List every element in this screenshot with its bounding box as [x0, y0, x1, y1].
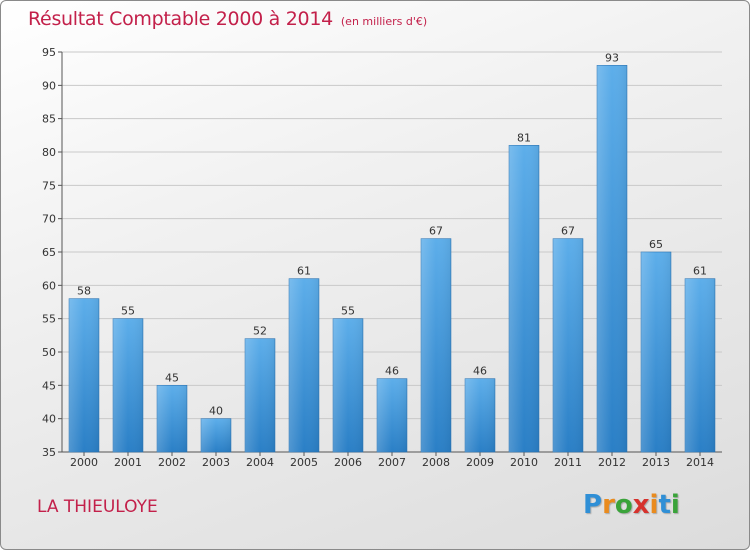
y-tick-label: 55 — [42, 313, 56, 326]
x-tick-label-2006: 2006 — [334, 456, 362, 469]
bar-shine-2008 — [421, 238, 451, 452]
y-tick-label: 85 — [42, 113, 56, 126]
x-tick-label-2000: 2000 — [70, 456, 98, 469]
bar-shine-2013 — [641, 252, 671, 452]
data-label-2004: 52 — [253, 325, 267, 338]
data-label-2010: 81 — [517, 131, 531, 144]
data-label-2001: 55 — [121, 305, 135, 318]
x-tick-label-2002: 2002 — [158, 456, 186, 469]
y-tick-label: 65 — [42, 246, 56, 259]
x-tick-label-2001: 2001 — [114, 456, 142, 469]
axes: 35 40 45 50 55 60 65 70 75 80 85 90 95 2000 2001 2002 20… — [42, 46, 722, 469]
y-tick-label: 40 — [42, 413, 56, 426]
y-tick-label: 70 — [42, 213, 56, 226]
logo-letter: r — [602, 490, 615, 520]
bar-shine-2006 — [333, 318, 363, 452]
bar-shine-2000 — [69, 298, 99, 452]
y-tick-label: 90 — [42, 79, 56, 92]
bar-shine-2003 — [201, 418, 231, 452]
data-labels: 58 55 45 40 52 61 55 46 67 46 81 67 93 65 61 — [77, 51, 707, 417]
x-tick-label-2014: 2014 — [686, 456, 714, 469]
logo-letter: o — [614, 490, 633, 520]
y-tick-label: 95 — [42, 46, 56, 59]
bar-shine-2005 — [289, 278, 319, 452]
x-tick-label-2005: 2005 — [290, 456, 318, 469]
x-tick-label-2009: 2009 — [466, 456, 494, 469]
logo-letter: t — [658, 490, 671, 520]
bar-shine-2004 — [245, 338, 275, 452]
data-label-2002: 45 — [165, 371, 179, 384]
x-tick-label-2013: 2013 — [642, 456, 670, 469]
chart-title-text: Résultat Comptable 2000 à 2014 — [28, 8, 333, 30]
bar-shine-2009 — [465, 378, 495, 452]
data-label-2009: 46 — [473, 365, 487, 378]
y-tick-label: 60 — [42, 279, 56, 292]
bar-shine-2014 — [685, 278, 715, 452]
y-tick-label: 50 — [42, 346, 56, 359]
data-label-2008: 67 — [429, 225, 443, 238]
chart-unit-label: (en milliers d'€) — [340, 15, 428, 28]
y-tick-label: 45 — [42, 379, 56, 392]
logo-letter: x — [632, 490, 650, 520]
bar-shine-2012 — [597, 65, 627, 452]
y-tick-label: 35 — [42, 446, 56, 459]
bar-shine-2007 — [377, 378, 407, 452]
commune-name: LA THIEULOYE — [37, 497, 158, 517]
logo-letter: i — [670, 490, 680, 520]
proxiti-logo[interactable]: Proxiti — [583, 490, 680, 520]
bars — [68, 65, 716, 453]
x-tick-label-2008: 2008 — [422, 456, 450, 469]
x-tick-label-2012: 2012 — [598, 456, 626, 469]
logo-letter: i — [649, 490, 659, 520]
y-tick-label: 80 — [42, 146, 56, 159]
data-label-2000: 58 — [77, 285, 91, 298]
x-tick-label-2007: 2007 — [378, 456, 406, 469]
data-label-2011: 67 — [561, 225, 575, 238]
x-tick-label-2004: 2004 — [246, 456, 274, 469]
data-label-2003: 40 — [209, 405, 223, 418]
x-tick-label-2003: 2003 — [202, 456, 230, 469]
y-tick-label: 75 — [42, 179, 56, 192]
bar-shine-2001 — [113, 318, 143, 452]
bar-shine-2011 — [553, 238, 583, 452]
data-label-2013: 65 — [649, 238, 663, 251]
x-tick-label-2011: 2011 — [554, 456, 582, 469]
data-label-2007: 46 — [385, 365, 399, 378]
bar-shine-2002 — [157, 385, 187, 452]
chart-title: Résultat Comptable 2000 à 2014 (en millie… — [28, 8, 427, 30]
data-label-2012: 93 — [605, 51, 619, 64]
bar-shine-2010 — [509, 145, 539, 453]
data-label-2006: 55 — [341, 305, 355, 318]
data-label-2014: 61 — [693, 265, 707, 278]
x-tick-label-2010: 2010 — [510, 456, 538, 469]
logo-letter: P — [583, 490, 603, 520]
data-label-2005: 61 — [297, 265, 311, 278]
